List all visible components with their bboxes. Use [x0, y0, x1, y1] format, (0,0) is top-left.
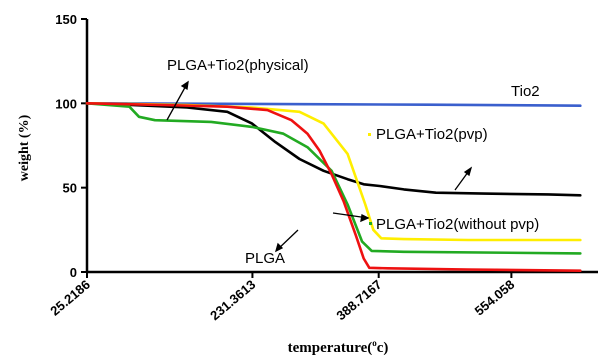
marker-without-pvp	[369, 222, 372, 225]
series-lines	[85, 102, 582, 273]
series-line-plga-tio2-without-pvp	[85, 102, 582, 255]
marker-pvp	[368, 133, 371, 136]
annotation-arrows	[166, 80, 473, 253]
y-axis-title: weight (%)	[17, 114, 32, 181]
y-tick-label: 100	[55, 96, 77, 111]
x-tick-label: 25.2186	[47, 277, 93, 319]
x-axis-title: temperature(oc)	[288, 338, 389, 356]
series-line-plga	[85, 102, 582, 273]
x-axis-title-suffix: c)	[377, 340, 389, 356]
x-ticks: 25.2186 231.3613 388.7167 554.058	[47, 272, 517, 323]
series-line-plga-tio2-physical	[85, 102, 582, 197]
y-tick-label: 0	[70, 265, 77, 280]
x-tick-label: 388.7167	[333, 277, 384, 323]
annotation-pvp: PLGA+Tio2(pvp)	[376, 126, 488, 143]
x-axis-title-sup: o	[372, 338, 377, 348]
arrowhead-physical	[180, 80, 189, 91]
x-axis-title-main: temperature(	[288, 340, 373, 356]
arrowhead-pvp	[463, 166, 473, 177]
y-tick-label: 50	[63, 181, 77, 196]
x-tick-label: 554.058	[472, 277, 518, 319]
annotation-physical: PLGA+Tio2(physical)	[167, 57, 309, 74]
y-ticks: 0 50 100 150	[55, 12, 87, 280]
annotation-without-pvp: PLGA+Tio2(without pvp)	[376, 216, 539, 233]
arrow-physical	[166, 81, 189, 121]
annotation-tio2: Tio2	[511, 83, 540, 100]
arrowhead-without-pvp	[360, 214, 370, 223]
annotation-plga: PLGA	[245, 250, 285, 267]
y-tick-label: 150	[55, 12, 77, 27]
arrowhead-plga	[274, 242, 284, 253]
x-tick-label: 231.3613	[207, 277, 258, 323]
